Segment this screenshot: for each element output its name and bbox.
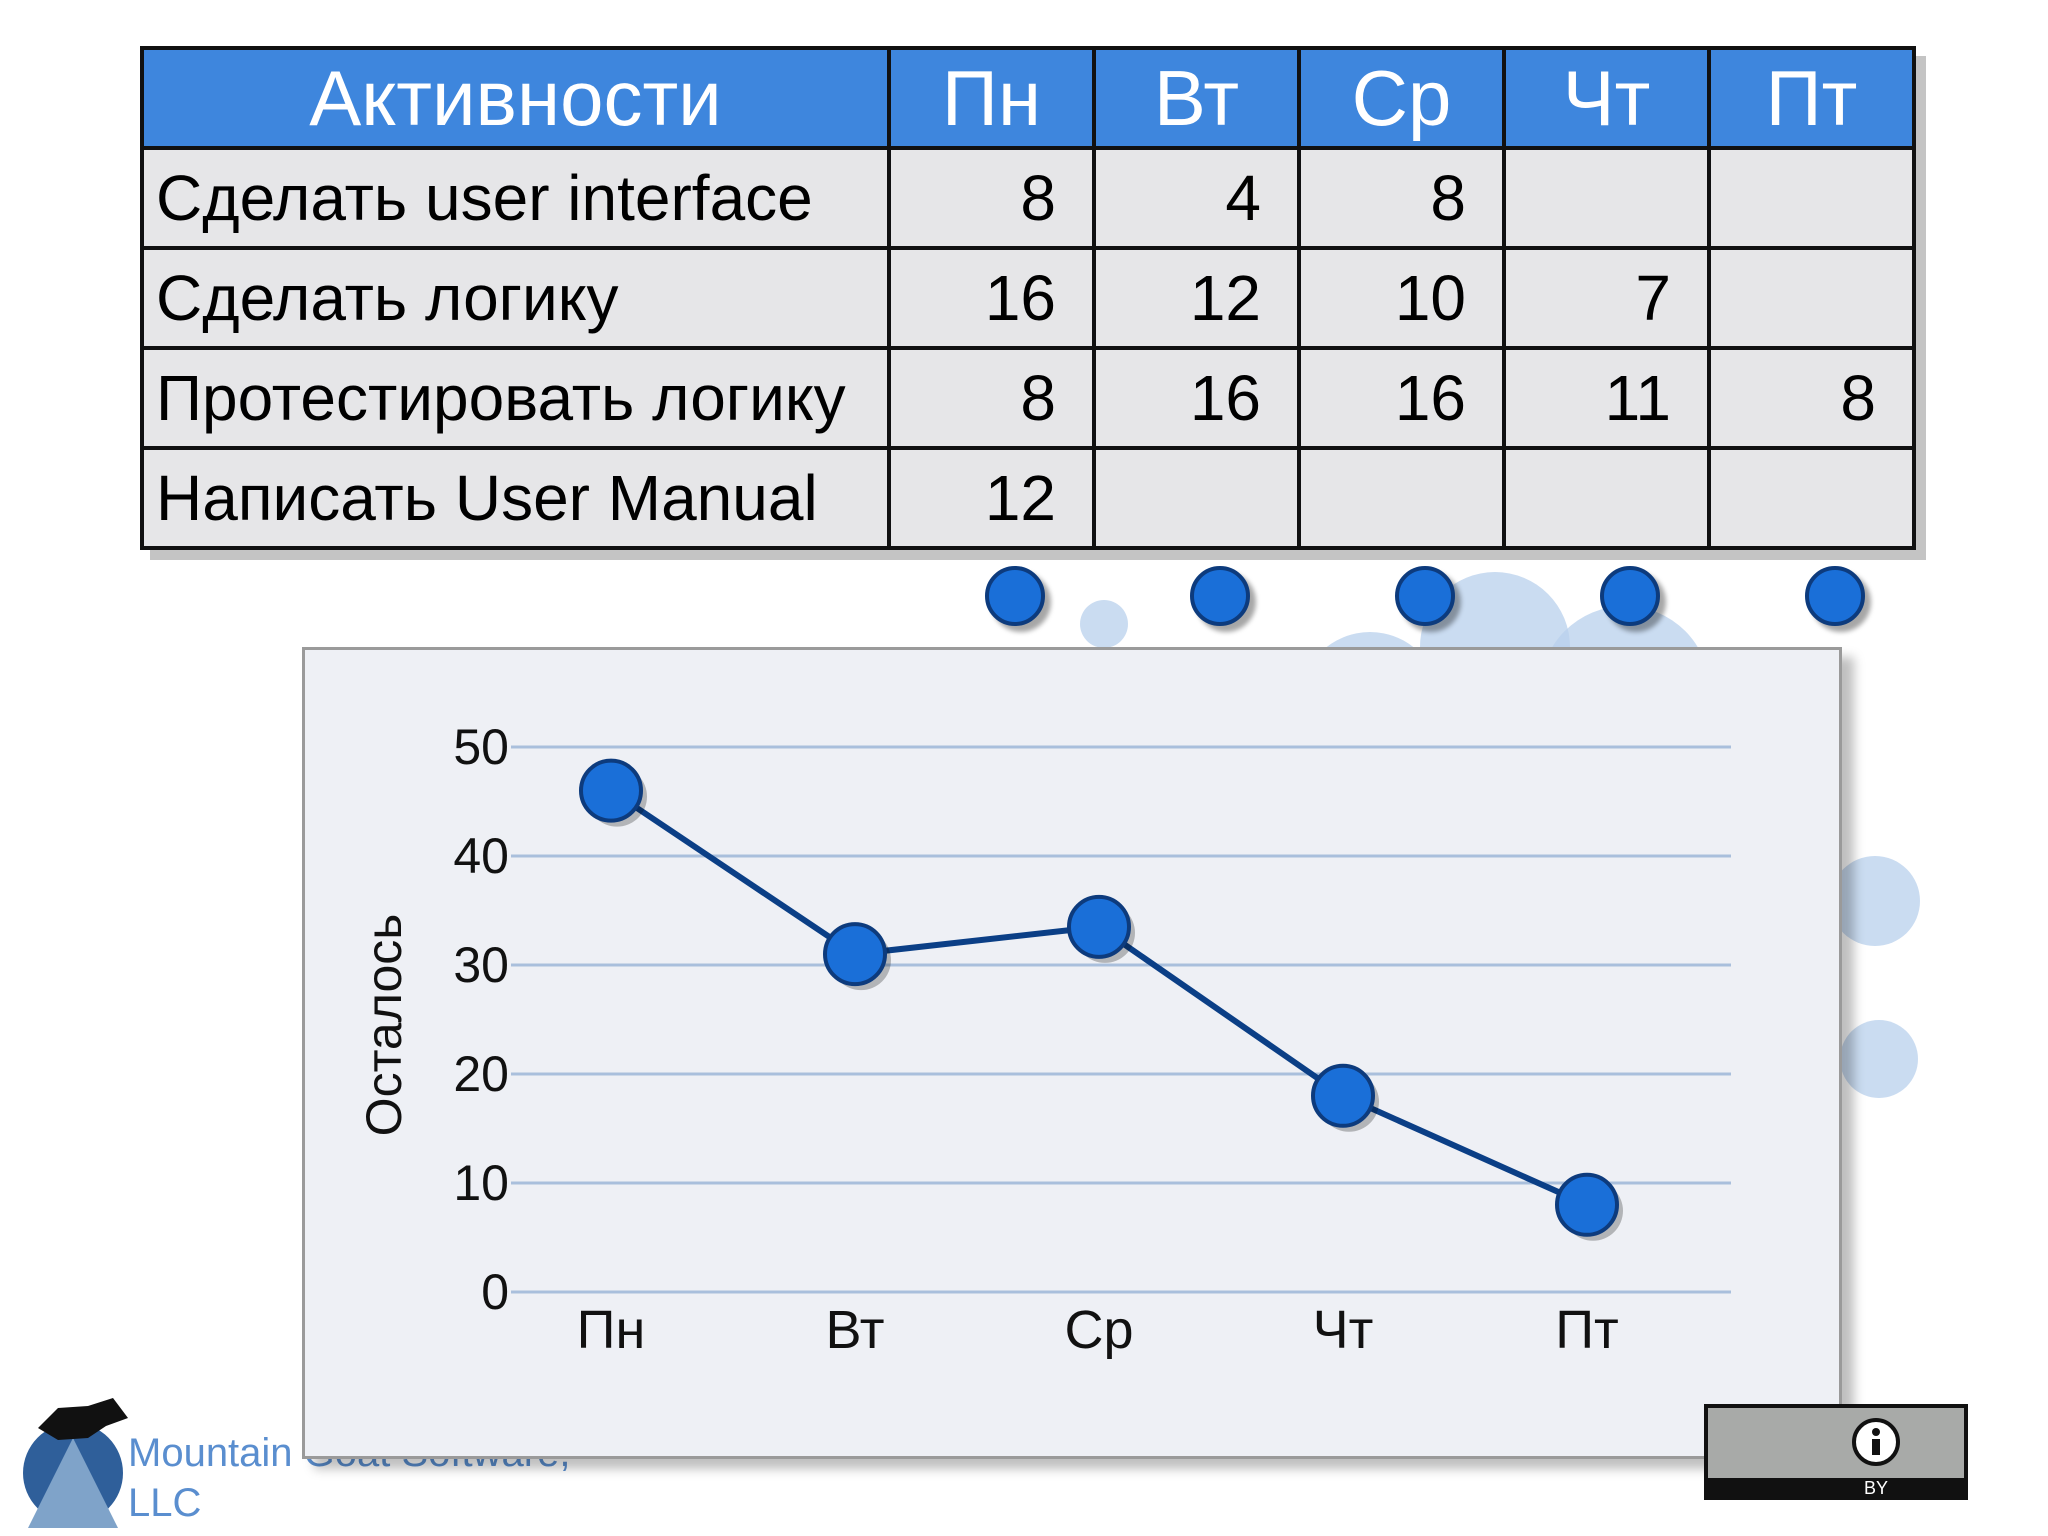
- x-tick-label: Пт: [1555, 1300, 1619, 1360]
- hours-cell: 8: [1707, 346, 1916, 450]
- header-day: Пт: [1707, 46, 1916, 150]
- y-tick-label: 50: [453, 719, 509, 775]
- table-row: Сделать логику 16 12 10 7: [140, 246, 1916, 350]
- hours-cell: [1707, 146, 1916, 250]
- x-tick-label: Чт: [1313, 1300, 1374, 1360]
- table-row: Сделать user interface 8 4 8: [140, 146, 1916, 250]
- activity-cell: Сделать user interface: [140, 146, 891, 250]
- activity-cell: Написать User Manual: [140, 446, 891, 550]
- table-row: Написать User Manual 12: [140, 446, 1916, 550]
- hours-cell: 7: [1502, 246, 1711, 350]
- hours-cell: 12: [1092, 246, 1301, 350]
- mountain-goat-logo-icon: [23, 1398, 128, 1528]
- hours-cell: [1707, 246, 1916, 350]
- decor-bubble: [1840, 1020, 1918, 1098]
- hours-cell: 10: [1297, 246, 1506, 350]
- day-marker-dot: [1190, 566, 1250, 626]
- cc-by-license-badge: BY: [1704, 1404, 1968, 1500]
- hours-cell: 12: [887, 446, 1096, 550]
- header-day: Чт: [1502, 46, 1711, 150]
- data-point: [1067, 894, 1131, 959]
- y-tick-label: 20: [453, 1046, 509, 1102]
- header-day: Ср: [1297, 46, 1506, 150]
- decor-bubble: [1080, 600, 1128, 648]
- hours-cell: 16: [1092, 346, 1301, 450]
- y-tick-label: 40: [453, 828, 509, 884]
- hours-cell: 8: [887, 346, 1096, 450]
- activity-cell: Сделать логику: [140, 246, 891, 350]
- day-marker-dot: [985, 566, 1045, 626]
- hours-cell: [1092, 446, 1301, 550]
- series-line: [609, 788, 1589, 1208]
- decor-bubble: [1830, 856, 1920, 946]
- header-day: Пн: [887, 46, 1096, 150]
- hours-cell: 16: [1297, 346, 1506, 450]
- x-tick-label: Ср: [1064, 1300, 1133, 1360]
- hours-cell: 8: [887, 146, 1096, 250]
- day-marker-dot: [1805, 566, 1865, 626]
- hours-cell: [1502, 446, 1711, 550]
- data-point: [579, 758, 643, 823]
- data-point: [823, 922, 887, 987]
- data-point: [1311, 1063, 1375, 1128]
- hours-cell: 4: [1092, 146, 1301, 250]
- header-day: Вт: [1092, 46, 1301, 150]
- hours-cell: [1297, 446, 1506, 550]
- y-tick-label: 30: [453, 937, 509, 993]
- hours-cell: [1502, 146, 1711, 250]
- burndown-chart-panel: 0 10 20 30 40 50 Пн Вт Ср Чт Пт Осталось: [302, 647, 1842, 1459]
- data-point: [1555, 1172, 1619, 1237]
- header-activities: Активности: [140, 46, 891, 150]
- table-header-row: Активности Пн Вт Ср Чт Пт: [140, 46, 1916, 150]
- license-badge-text: BY: [1864, 1478, 1888, 1498]
- y-axis-label: Осталось: [356, 914, 412, 1137]
- y-tick-label: 0: [481, 1264, 509, 1320]
- x-tick-label: Вт: [826, 1300, 885, 1360]
- activity-cell: Протестировать логику: [140, 346, 891, 450]
- table-row: Протестировать логику 8 16 16 11 8: [140, 346, 1916, 450]
- y-tick-label: 10: [453, 1155, 509, 1211]
- burndown-chart: 0 10 20 30 40 50 Пн Вт Ср Чт Пт Осталось: [356, 719, 1731, 1360]
- hours-cell: 8: [1297, 146, 1506, 250]
- x-tick-label: Пн: [577, 1300, 646, 1360]
- day-marker-dot: [1395, 566, 1455, 626]
- hours-cell: 11: [1502, 346, 1711, 450]
- day-marker-dot: [1600, 566, 1660, 626]
- hours-cell: 16: [887, 246, 1096, 350]
- activity-table: Активности Пн Вт Ср Чт Пт Сделать user i…: [140, 46, 1916, 550]
- hours-cell: [1707, 446, 1916, 550]
